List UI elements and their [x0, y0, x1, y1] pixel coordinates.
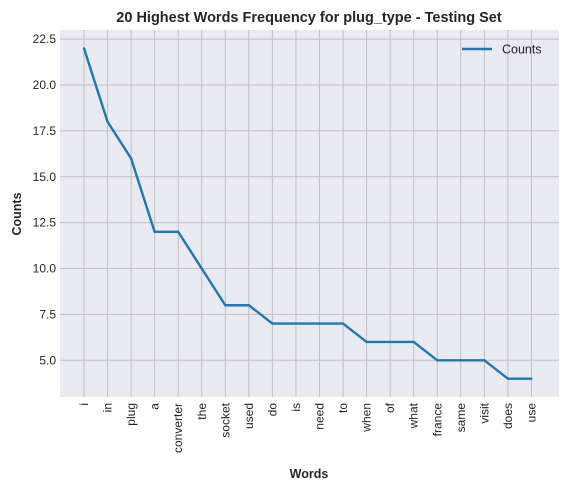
x-tick-label: the — [195, 403, 209, 420]
x-tick-label: i — [77, 403, 91, 406]
series-line-counts — [82, 47, 532, 380]
y-tick-label: 20.0 — [33, 78, 57, 92]
y-tick-label: 17.5 — [33, 124, 57, 138]
data-point — [82, 47, 86, 50]
y-tick-label: 12.5 — [33, 216, 57, 230]
grid — [60, 30, 559, 397]
x-tick-label: use — [524, 403, 538, 423]
data-point — [177, 230, 180, 234]
data-point — [412, 340, 415, 344]
data-point — [436, 359, 439, 362]
data-point — [388, 340, 392, 344]
data-point — [153, 230, 156, 234]
x-tick-label: a — [148, 403, 162, 410]
x-tick-label: does — [501, 403, 515, 429]
chart-title: 20 Highest Words Frequency for plug_type… — [116, 10, 502, 26]
x-tick-label: when — [360, 403, 374, 433]
data-point — [530, 377, 533, 380]
data-point — [341, 322, 345, 325]
x-tick-label: socket — [218, 402, 232, 437]
data-point — [271, 322, 274, 325]
plot-area — [60, 30, 559, 397]
data-points — [82, 47, 533, 380]
y-tick-label: 5.0 — [39, 353, 56, 367]
data-point — [459, 359, 462, 362]
data-point — [506, 377, 510, 380]
x-tick-label: converter — [171, 403, 185, 453]
x-tick-label: is — [289, 403, 303, 412]
data-point — [365, 340, 368, 344]
x-tick-label: visit — [477, 402, 491, 423]
data-point — [294, 322, 298, 325]
y-tick-label: 22.5 — [33, 32, 57, 46]
x-axis-title: Words — [290, 467, 329, 481]
x-tick-label: need — [313, 403, 327, 430]
data-point — [483, 359, 486, 362]
x-tick-label: to — [336, 403, 350, 413]
legend: Counts — [462, 43, 542, 57]
data-point — [224, 304, 227, 307]
x-tick-label: used — [242, 403, 256, 429]
data-point — [129, 157, 133, 160]
x-tick-label: do — [265, 403, 279, 417]
data-point — [318, 322, 321, 325]
data-point — [247, 304, 251, 307]
x-tick-label: of — [383, 402, 397, 413]
data-point — [200, 267, 203, 270]
y-tick-label: 15.0 — [33, 170, 57, 184]
x-axis-ticks: i in plug a converter the socket used do is need to… — [77, 402, 538, 453]
x-tick-label: france — [430, 403, 444, 437]
x-tick-label: in — [101, 403, 115, 412]
y-tick-label: 7.5 — [39, 307, 56, 321]
data-point — [106, 120, 109, 123]
legend-label-counts: Counts — [502, 43, 542, 57]
x-tick-label: what — [407, 402, 421, 429]
x-tick-label: same — [454, 403, 468, 433]
y-axis-title: Counts — [10, 192, 24, 235]
y-tick-label: 10.0 — [33, 262, 57, 276]
x-tick-label: plug — [124, 403, 138, 426]
y-axis-ticks: 5.0 7.5 10.0 12.5 15.0 17.5 20.0 22.5 — [33, 32, 57, 367]
